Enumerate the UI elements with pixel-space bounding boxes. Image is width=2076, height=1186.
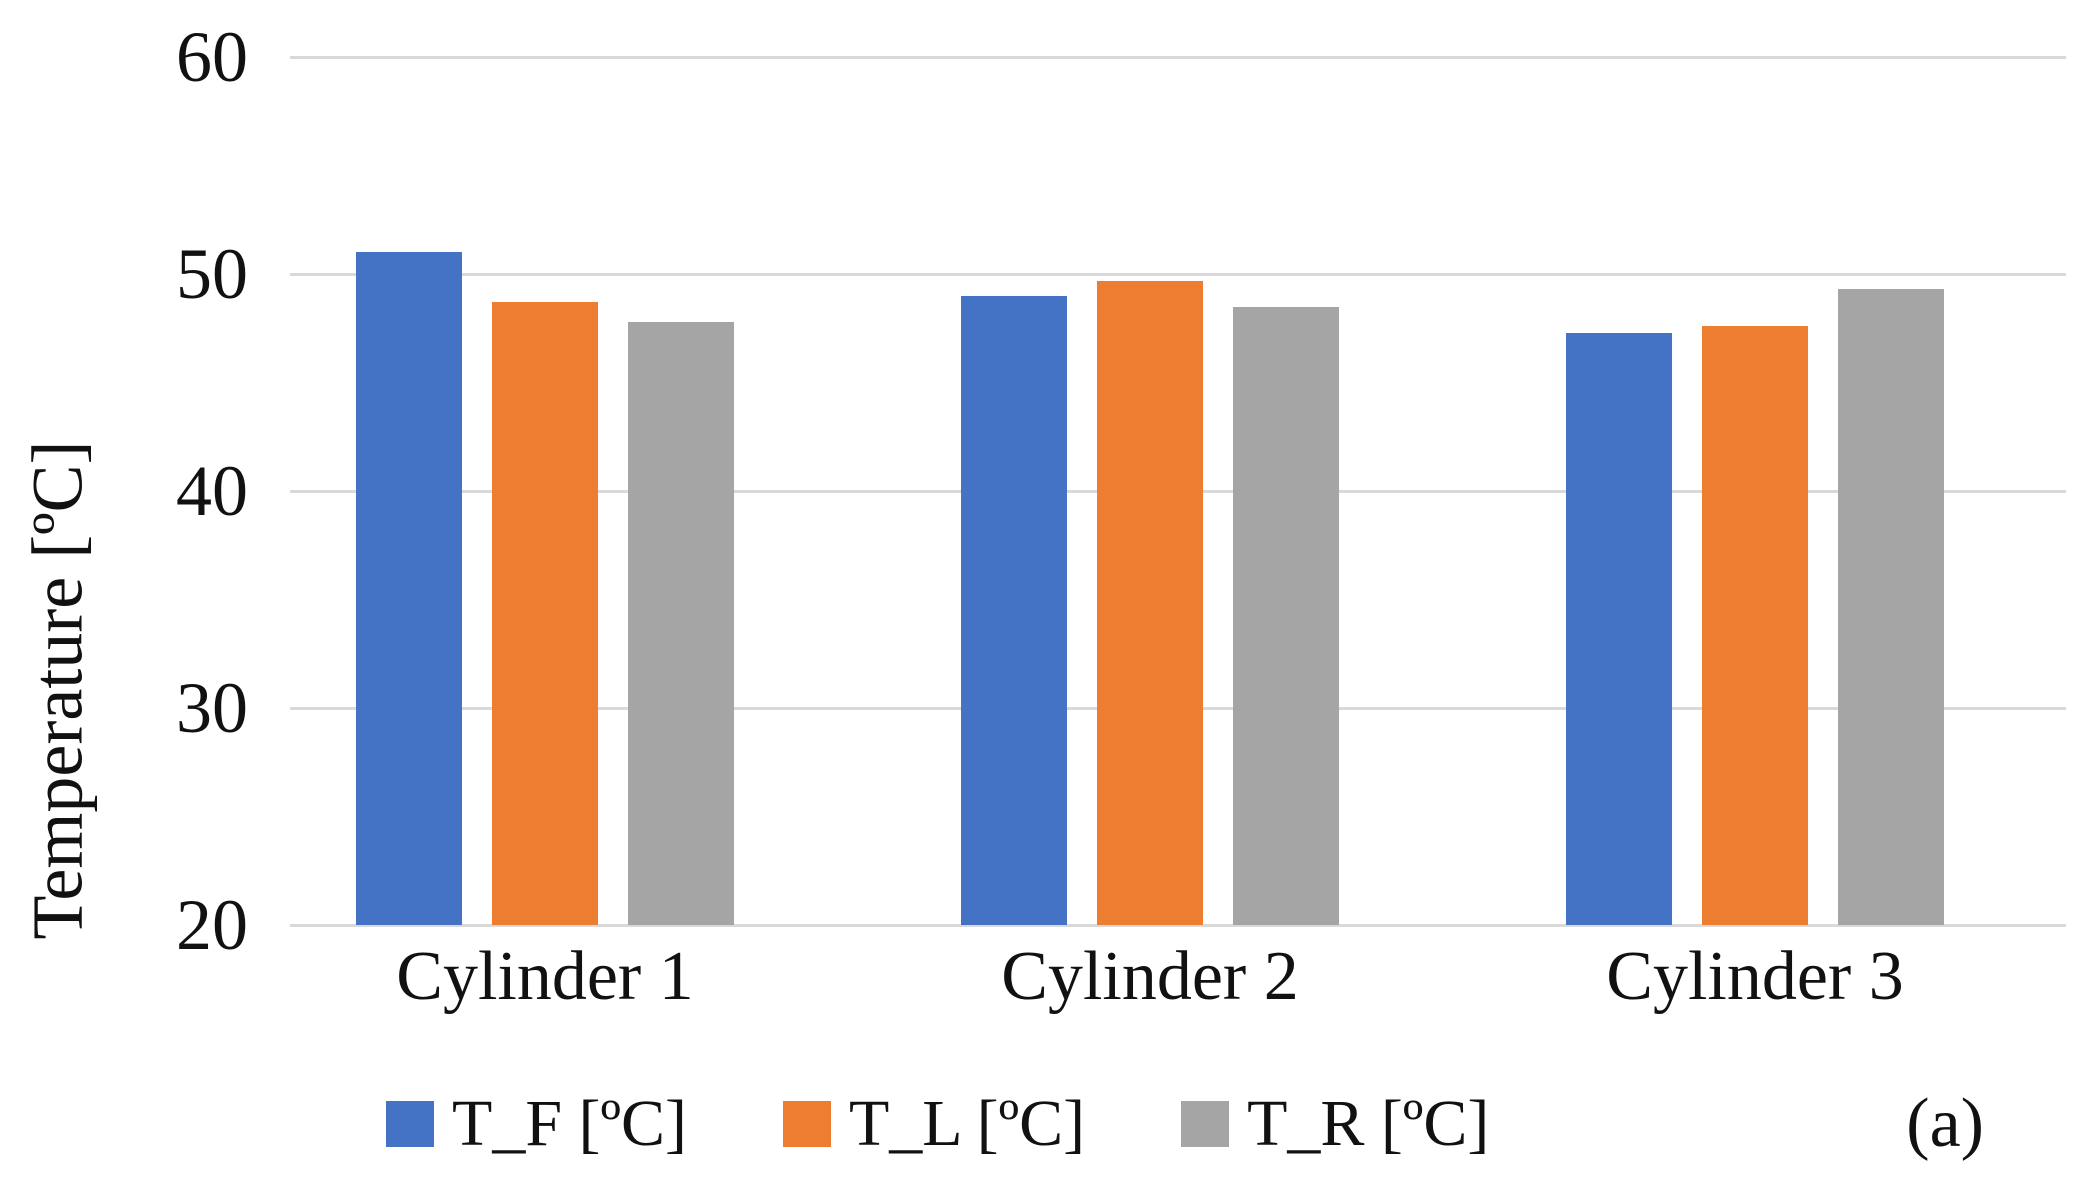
bar-T_F-cylinder-2 xyxy=(961,295,1067,925)
subfigure-label: (a) xyxy=(1906,1085,1984,1162)
bar-T_L-cylinder-1 xyxy=(492,302,598,925)
bar-T_L-cylinder-2 xyxy=(1097,280,1203,925)
bar-T_F-cylinder-3 xyxy=(1566,332,1672,925)
x-category-label-2: Cylinder 2 xyxy=(1001,938,1299,1015)
x-category-label-1: Cylinder 1 xyxy=(396,938,694,1015)
legend-item-T_R: T_R [ºC] xyxy=(1181,1091,1489,1157)
y-tick-label-60: 60 xyxy=(176,17,248,97)
x-category-label-3: Cylinder 3 xyxy=(1606,938,1904,1015)
bar-T_R-cylinder-2 xyxy=(1233,306,1339,925)
y-tick-label-50: 50 xyxy=(176,234,248,314)
legend-item-T_F: T_F [ºC] xyxy=(386,1091,687,1157)
legend-label: T_L [ºC] xyxy=(848,1087,1086,1160)
legend: T_F [ºC] T_L [ºC] T_R [ºC] (a) xyxy=(290,1072,2056,1176)
legend-swatch-icon xyxy=(1181,1101,1230,1147)
legend-item-T_L: T_L [ºC] xyxy=(782,1087,1086,1160)
legend-swatch-icon xyxy=(386,1101,434,1147)
bar-T_R-cylinder-1 xyxy=(628,321,734,925)
bar-T_R-cylinder-3 xyxy=(1838,289,1944,925)
bar-T_F-cylinder-1 xyxy=(356,252,462,925)
y-tick-label-40: 40 xyxy=(176,451,248,531)
legend-swatch-icon xyxy=(782,1101,831,1147)
legend-label: T_F [ºC] xyxy=(452,1087,687,1160)
legend-label: T_R [ºC] xyxy=(1247,1087,1490,1160)
gridline-60 xyxy=(290,55,2066,59)
gridline-50 xyxy=(290,272,2066,276)
y-tick-label-20: 20 xyxy=(176,885,248,965)
plot-area xyxy=(290,55,2066,927)
gridline-20 xyxy=(290,923,2066,927)
y-tick-label-30: 30 xyxy=(176,668,248,748)
bar-T_L-cylinder-3 xyxy=(1702,326,1808,925)
